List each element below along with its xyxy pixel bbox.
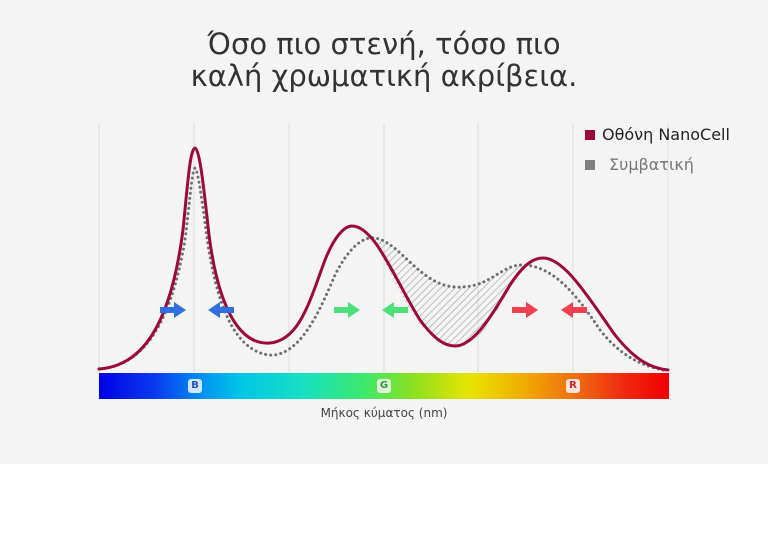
wavelength-spectrum-bar: B G R [99,373,669,399]
hatched-difference-area [372,238,522,345]
conventional-swatch-icon [585,160,595,170]
nanocell-swatch-icon [585,130,595,140]
green-arrows [334,302,408,318]
chart-legend: Οθόνη NanoCell Συμβατική [585,120,730,180]
red-arrows [512,302,587,318]
legend-label: Οθόνη NanoCell [602,125,730,144]
spectrum-chart [97,123,670,373]
x-axis-label: Μήκος κύματος (nm) [320,406,448,420]
legend-item-nanocell: Οθόνη NanoCell [585,120,730,150]
page-title: Όσο πιο στενή, τόσο πιο καλή χρωματική α… [0,28,768,92]
title-line-1: Όσο πιο στενή, τόσο πιο [207,27,561,61]
badge-blue: B [188,379,202,393]
legend-label: Συμβατική [609,155,694,174]
badge-green: G [377,379,391,393]
conventional-curve [97,166,670,373]
badge-red: R [566,379,580,393]
nanocell-curve [97,146,670,372]
legend-item-conventional: Συμβατική [585,150,730,180]
title-line-2: καλή χρωματική ακρίβεια. [190,59,578,93]
blue-arrows [160,302,234,318]
